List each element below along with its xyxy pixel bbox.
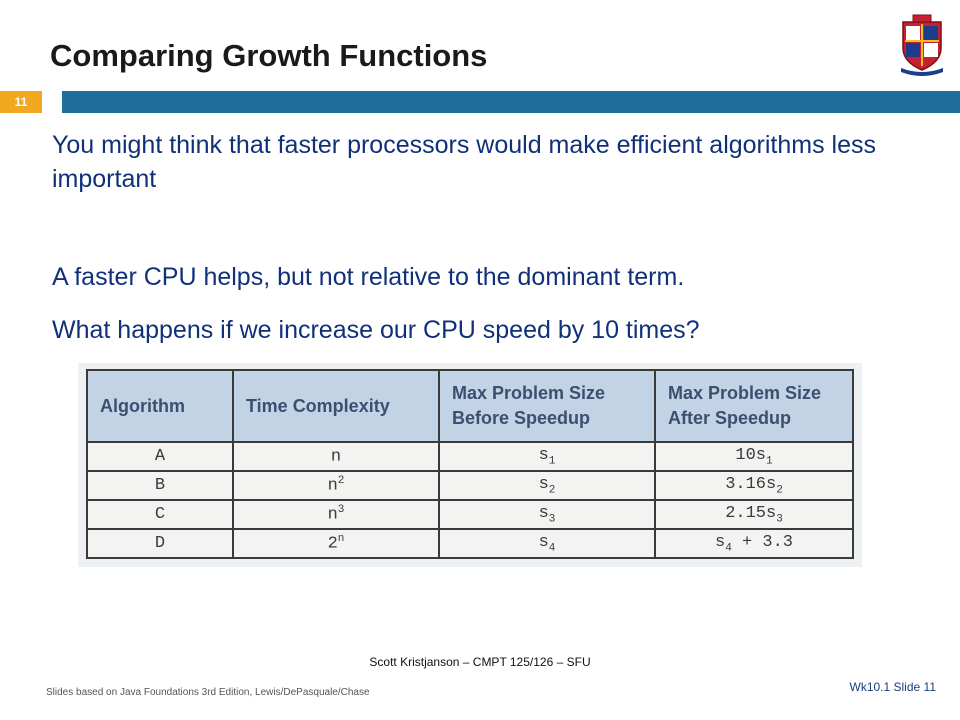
title-accent-bar [62,91,960,113]
cell-algorithm: C [86,499,234,530]
speedup-table-image: Algorithm Time Complexity Max Problem Si… [78,363,862,567]
cell-after: 3.16s2 [654,470,854,501]
cell-algorithm: D [86,528,234,559]
university-crest-icon [901,14,943,76]
table-row: A n s1 10s1 [86,441,854,472]
cell-after: 10s1 [654,441,854,472]
cell-before: s1 [438,441,656,472]
body-paragraph-1: You might think that faster processors w… [52,131,877,193]
footer-slide-number: Wk10.1 Slide 11 [849,680,937,694]
footer-author: Scott Kristjanson – CMPT 125/126 – SFU [369,655,591,669]
cell-complexity: n2 [232,470,440,501]
cell-algorithm: A [86,441,234,472]
table-header-row: Algorithm Time Complexity Max Problem Si… [86,369,854,443]
cell-complexity: 2n [232,528,440,559]
cell-after: s4 + 3.3 [654,528,854,559]
body-paragraph-2: A faster CPU helps, but not relative to … [52,263,685,291]
cell-algorithm: B [86,470,234,501]
header-time-complexity: Time Complexity [232,369,440,443]
header-algorithm: Algorithm [86,369,234,443]
cell-complexity: n3 [232,499,440,530]
table-row: C n3 s3 2.15s3 [86,499,854,530]
header-before-speedup: Max Problem Size Before Speedup [438,369,656,443]
header-after-speedup: Max Problem Size After Speedup [654,369,854,443]
body-paragraph-3: What happens if we increase our CPU spee… [52,316,700,344]
table-row: B n2 s2 3.16s2 [86,470,854,501]
footer-source: Slides based on Java Foundations 3rd Edi… [46,687,370,698]
cell-after: 2.15s3 [654,499,854,530]
cell-before: s2 [438,470,656,501]
cell-before: s3 [438,499,656,530]
table-row: D 2n s4 s4 + 3.3 [86,528,854,559]
cell-complexity: n [232,441,440,472]
speedup-table: Algorithm Time Complexity Max Problem Si… [86,369,854,559]
slide-number-badge: 11 [0,91,42,113]
cell-before: s4 [438,528,656,559]
slide-title: Comparing Growth Functions [50,38,488,73]
